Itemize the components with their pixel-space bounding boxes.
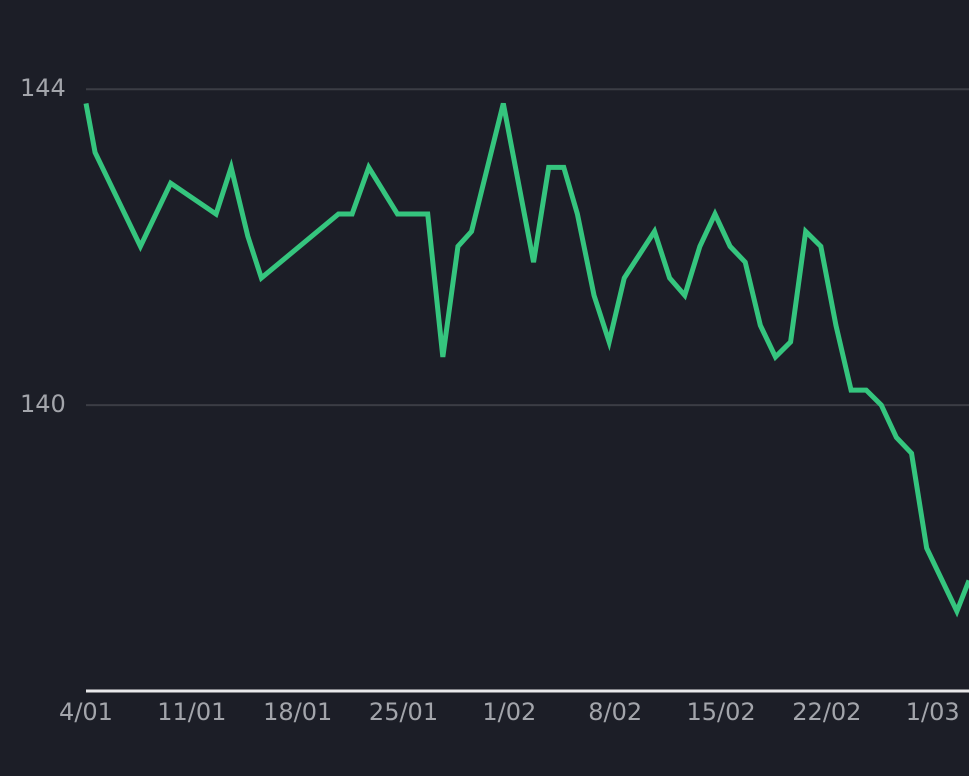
y-tick-label: 144: [20, 74, 66, 102]
x-tick-label: 1/02: [482, 698, 536, 726]
x-tick-label: 11/01: [157, 698, 226, 726]
x-tick-label: 18/01: [263, 698, 332, 726]
x-tick-label: 22/02: [792, 698, 861, 726]
x-tick-label: 8/02: [588, 698, 642, 726]
x-tick-label: 1/03: [906, 698, 960, 726]
x-tick-label: 25/01: [369, 698, 438, 726]
y-tick-label: 140: [20, 390, 66, 418]
price-line: [83, 102, 969, 618]
x-tick-label: 4/01: [59, 698, 113, 726]
x-tick-label: 15/02: [686, 698, 755, 726]
